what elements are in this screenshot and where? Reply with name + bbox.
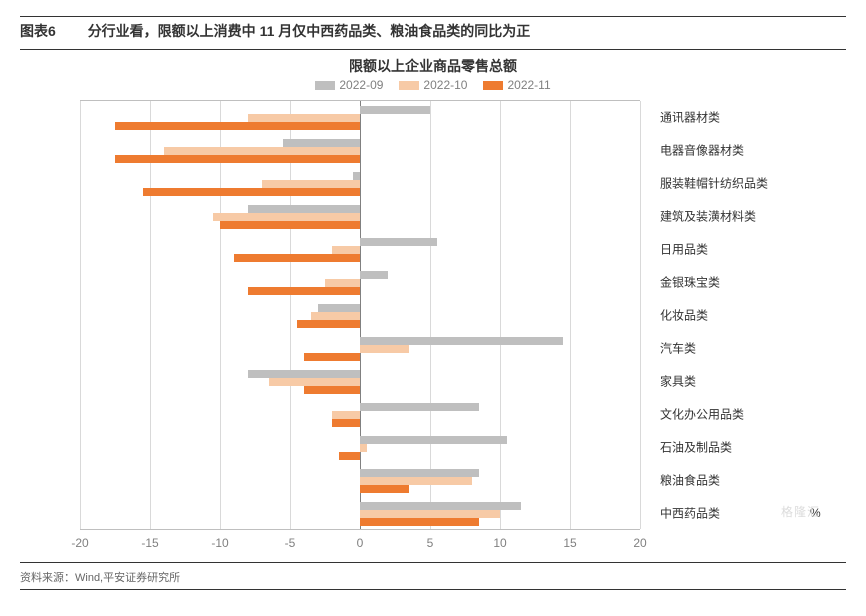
bar (234, 254, 360, 262)
legend-item: 2022-09 (315, 78, 383, 92)
chart-title: 限额以上企业商品零售总额 (20, 56, 846, 76)
bar (360, 271, 388, 279)
legend-label: 2022-09 (339, 78, 383, 92)
legend: 2022-09 2022-10 2022-11 (20, 78, 846, 92)
legend-swatch (483, 81, 503, 90)
bar (360, 477, 472, 485)
category-label: 文化办公用品类 (660, 406, 744, 423)
bar (360, 403, 479, 411)
bar (283, 139, 360, 147)
bar (248, 370, 360, 378)
bar (332, 419, 360, 427)
category-label: 建筑及装潢材料类 (660, 207, 756, 224)
bar (318, 304, 360, 312)
category-label: 家具类 (660, 373, 696, 390)
bar (332, 246, 360, 254)
bar (311, 312, 360, 320)
bar (332, 411, 360, 419)
category-label: 通讯器材类 (660, 108, 720, 125)
bar (360, 518, 479, 526)
bar (360, 469, 479, 477)
bar (269, 378, 360, 386)
bar (353, 172, 360, 180)
bar (360, 238, 437, 246)
category-label: 服装鞋帽针纺织品类 (660, 174, 768, 191)
bar (360, 345, 409, 353)
category-label: 日用品类 (660, 240, 708, 257)
bar (297, 320, 360, 328)
bar (115, 122, 360, 130)
legend-label: 2022-11 (507, 78, 550, 92)
rule-bottom (20, 589, 846, 590)
category-label: 汽车类 (660, 340, 696, 357)
category-label: 中西药品类 (660, 505, 720, 522)
bar (360, 106, 430, 114)
bar (304, 386, 360, 394)
x-tick-label: 10 (493, 536, 506, 550)
gridline (430, 101, 431, 529)
zero-line (360, 101, 361, 529)
bar (339, 452, 360, 460)
category-label: 电器音像器材类 (660, 141, 744, 158)
x-tick-label: 0 (357, 536, 364, 550)
bar (115, 155, 360, 163)
legend-label: 2022-10 (423, 78, 467, 92)
x-tick-label: -20 (71, 536, 88, 550)
bar (213, 213, 360, 221)
x-tick-label: -15 (141, 536, 158, 550)
gridline (290, 101, 291, 529)
gridline (640, 101, 641, 529)
x-tick-label: -10 (211, 536, 228, 550)
source-footer: 资料来源：Wind,平安证券研究所 (20, 563, 846, 585)
bar (360, 444, 367, 452)
gridline (500, 101, 501, 529)
legend-item: 2022-11 (483, 78, 550, 92)
category-label: 粮油食品类 (660, 472, 720, 489)
bar (360, 502, 521, 510)
bar (360, 510, 500, 518)
legend-swatch (315, 81, 335, 90)
legend-swatch (399, 81, 419, 90)
category-label: 石油及制品类 (660, 439, 732, 456)
figure-label: 图表6 (20, 21, 56, 41)
chart: 限额以上企业商品零售总额 2022-09 2022-10 2022-11 -20 -1… (20, 50, 846, 562)
gridline (150, 101, 151, 529)
category-label: 化妆品类 (660, 307, 708, 324)
gridline (220, 101, 221, 529)
gridline (570, 101, 571, 529)
figure-title: 分行业看，限额以上消费中 11 月仅中西药品类、粮油食品类的同比为正 (88, 23, 531, 39)
bar (143, 188, 360, 196)
plot-area (80, 100, 640, 530)
gridline (80, 101, 81, 529)
figure-header: 图表6 分行业看，限额以上消费中 11 月仅中西药品类、粮油食品类的同比为正 (20, 17, 846, 49)
bar (220, 221, 360, 229)
bar (360, 485, 409, 493)
category-label: 金银珠宝类 (660, 273, 720, 290)
x-tick-label: 5 (427, 536, 434, 550)
bar (325, 279, 360, 287)
legend-item: 2022-10 (399, 78, 467, 92)
bar (304, 353, 360, 361)
bar (248, 114, 360, 122)
x-tick-label: 20 (633, 536, 646, 550)
bar (360, 337, 563, 345)
bar (262, 180, 360, 188)
bar (360, 436, 507, 444)
bar (164, 147, 360, 155)
x-tick-label: -5 (285, 536, 296, 550)
bar (248, 287, 360, 295)
unit-label: % (810, 506, 821, 520)
bar (248, 205, 360, 213)
x-tick-label: 15 (563, 536, 576, 550)
